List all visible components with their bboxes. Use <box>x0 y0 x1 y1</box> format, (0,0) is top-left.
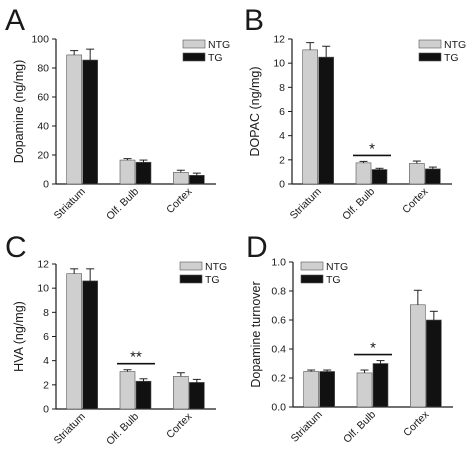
legend-label-ntg: NTG <box>208 39 230 51</box>
legend-label-tg: TG <box>205 274 220 286</box>
bar-tg-3 <box>426 319 442 408</box>
y-tick-label: 6 <box>279 106 285 118</box>
category-label: Cortex <box>164 410 195 441</box>
bar-tg-3 <box>425 168 441 185</box>
y-axis-label: HVA (ng/mg) <box>12 301 26 372</box>
panel-a: A 0 20 40 60 80 100 Dopamine (ng/mg) Striatum Olf… <box>5 4 230 223</box>
y-tick-label: 12 <box>273 34 285 46</box>
y-tick-label: 2 <box>43 379 49 391</box>
bar-ntg-3 <box>410 304 426 408</box>
bar-ntg-2 <box>355 162 372 185</box>
legend-label-tg: TG <box>208 52 223 64</box>
legend-swatch-ntg <box>179 261 203 271</box>
y-tick-label: 12 <box>37 259 49 271</box>
y-axis-label: DOPAC (ng/mg) <box>248 66 262 156</box>
bar-ntg-3 <box>173 376 189 410</box>
y-tick-label: 0 <box>43 179 49 191</box>
bar-tg-3 <box>189 175 205 185</box>
panel-c: C 0 2 4 6 8 10 12 HVA (ng/mg) Striatum Olf. Bulb Co… <box>5 231 227 448</box>
y-tick-label: 4 <box>279 130 285 142</box>
bar-ntg-1 <box>66 54 82 185</box>
y-axis-label: Dopamine (ng/mg) <box>12 60 26 164</box>
y-axis-label: Dopamine turnover <box>249 281 263 387</box>
bar-tg-1 <box>82 280 98 410</box>
y-tick-label: 0.2 <box>271 373 286 385</box>
bar-tg-1 <box>82 59 98 185</box>
y-tick-label: 8 <box>279 82 285 94</box>
y-tick-label: 0.0 <box>271 402 286 414</box>
panel-letter: C <box>5 231 27 264</box>
panel-letter: B <box>244 4 264 37</box>
bar-ntg-1 <box>303 371 319 408</box>
significance-label: * <box>370 340 376 357</box>
bar-ntg-3 <box>173 172 189 185</box>
bar-ntg-1 <box>302 49 318 185</box>
y-tick-label: 1.0 <box>271 257 286 269</box>
bar-ntg-2 <box>119 159 136 185</box>
bar-tg-1 <box>318 56 334 185</box>
y-tick-label: 2 <box>279 154 285 166</box>
category-label: Olf. Bulb <box>104 186 141 223</box>
category-label: Cortex <box>401 408 432 439</box>
category-label: Striatum <box>289 408 325 444</box>
bar-ntg-3 <box>409 163 425 185</box>
legend-swatch-tg <box>418 52 442 62</box>
panel-d: D 0.0 0.2 0.4 0.6 0.8 1.0 Dopamine turnover Stri… <box>246 231 453 446</box>
y-tick-label: 0 <box>43 404 49 416</box>
panel-letter: D <box>246 231 268 264</box>
significance-label: ** <box>130 349 142 366</box>
legend-swatch-tg <box>300 274 324 284</box>
bar-tg-2 <box>135 161 152 185</box>
y-tick-label: 40 <box>37 121 49 133</box>
bar-tg-2 <box>372 363 389 408</box>
category-label: Striatum <box>52 410 88 446</box>
category-label: Cortex <box>400 185 431 216</box>
legend-label-ntg: NTG <box>205 261 227 273</box>
bar-tg-2 <box>371 169 388 185</box>
legend-swatch-tg <box>182 52 206 62</box>
bar-ntg-2 <box>119 371 136 410</box>
legend-label-tg: TG <box>326 274 341 286</box>
y-tick-label: 60 <box>37 92 49 104</box>
y-tick-label: 6 <box>43 331 49 343</box>
category-label: Striatum <box>288 185 324 221</box>
legend-label-ntg: NTG <box>444 39 466 51</box>
y-tick-label: 10 <box>273 58 285 70</box>
bar-tg-1 <box>319 371 335 408</box>
y-tick-label: 0.8 <box>271 286 286 298</box>
legend-label-ntg: NTG <box>326 261 348 273</box>
y-tick-label: 10 <box>37 283 49 295</box>
category-label: Cortex <box>164 185 195 216</box>
category-label: Olf. Bulb <box>341 409 378 446</box>
y-tick-label: 80 <box>37 63 49 75</box>
y-tick-label: 20 <box>37 150 49 162</box>
legend-swatch-tg <box>179 274 203 284</box>
bar-ntg-2 <box>356 372 373 408</box>
category-label: Striatum <box>52 185 88 221</box>
panel-letter: A <box>5 4 25 37</box>
y-tick-label: 8 <box>43 307 49 319</box>
y-tick-label: 100 <box>31 34 49 46</box>
bar-ntg-1 <box>66 273 82 410</box>
legend-swatch-ntg <box>418 39 442 49</box>
legend-swatch-ntg <box>300 261 324 271</box>
category-label: Olf. Bulb <box>340 186 377 223</box>
panel-b: B 0 2 4 6 8 10 12 DOPAC (ng/mg) Striatum Olf. Bulb… <box>244 4 466 223</box>
significance-label: * <box>369 140 375 157</box>
y-tick-label: 0.4 <box>271 344 286 356</box>
bar-tg-3 <box>189 382 205 410</box>
y-tick-label: 0.6 <box>271 315 286 327</box>
y-tick-label: 0 <box>279 179 285 191</box>
y-tick-label: 4 <box>43 355 49 367</box>
legend-label-tg: TG <box>444 52 459 64</box>
category-label: Olf. Bulb <box>104 411 141 448</box>
bar-tg-2 <box>135 380 152 410</box>
legend-swatch-ntg <box>182 39 206 49</box>
